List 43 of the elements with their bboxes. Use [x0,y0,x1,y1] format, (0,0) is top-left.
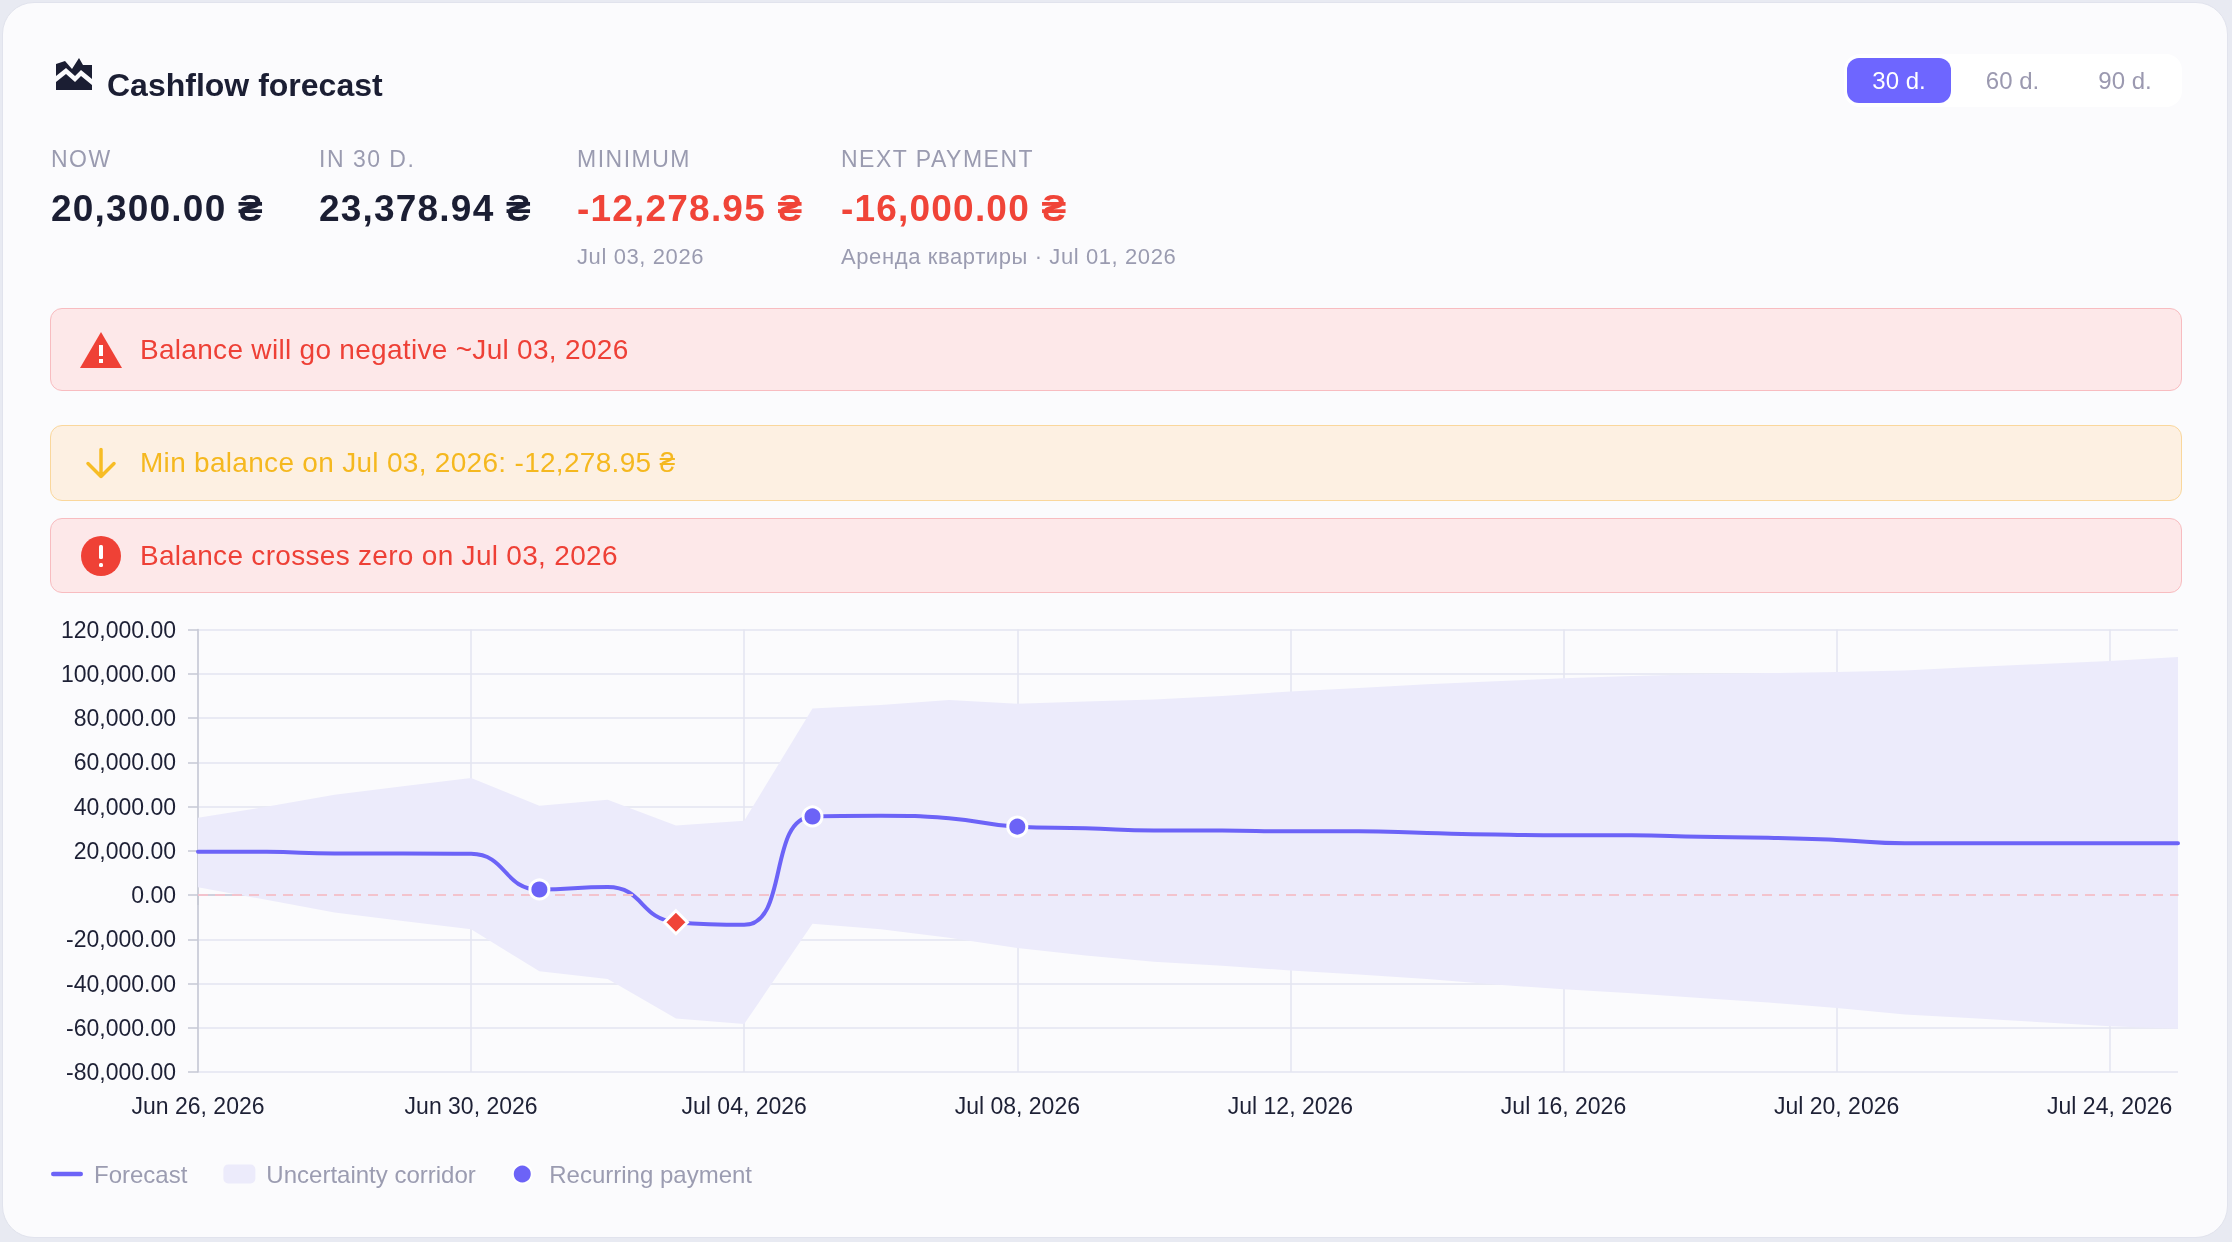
text: 20,300.00 ₴ [51,187,264,231]
point [662,909,689,936]
legend-label: Forecast [94,1160,188,1188]
x-tick-label: Jul 08, 2026 [954,1092,1080,1119]
point [801,805,824,828]
legend-label: Uncertainty corridor [266,1160,476,1188]
y-tick-label: -80,000.00 [66,1059,176,1085]
x-tick-label: Jun 26, 2026 [131,1092,265,1119]
y-tick-label: 40,000.00 [73,793,176,820]
legend-label: Recurring payment [549,1160,753,1188]
text: -16,000.00 ₴ [841,187,1068,231]
y-tick-label: 0.00 [131,882,176,908]
alert-banner: Min balance on Jul 03, 2026: -12,278.95 ₴ [50,425,2182,501]
y-tick-label: 80,000.00 [73,705,176,731]
tab-button: 30 d. [1847,58,1951,103]
text: -12,278.95 ₴ [577,187,804,231]
chart-title: Cashflow forecast [107,66,383,105]
tab-label: 90 d. [2098,66,2152,95]
text: Аренда квартиры · Jul 01, 2026 [841,243,1177,271]
y-tick-label: -40,000.00 [66,970,176,997]
text: MINIMUM [577,145,691,173]
point [1006,815,1029,838]
text: NEXT PAYMENT [841,145,1035,173]
x-tick-label: Jun 30, 2026 [404,1092,538,1119]
y-tick-label: -60,000.00 [66,1014,176,1041]
x-tick-label: Jul 12, 2026 [1227,1092,1354,1119]
text: IN 30 D. [319,145,416,173]
x-tick-label: Jul 20, 2026 [1773,1092,1900,1119]
y-tick-label: -20,000.00 [66,926,176,953]
y-tick-label: 120,000.00 [60,616,176,643]
y-tick-label: 60,000.00 [73,749,176,776]
text: Jul 03, 2026 [577,243,705,271]
alert-banner: Balance crosses zero on Jul 03, 2026 [50,518,2182,593]
point [528,878,551,901]
text: NOW [51,145,112,173]
y-tick-label: 100,000.00 [60,660,176,687]
y-tick-label: 20,000.00 [73,837,176,864]
x-tick-label: Jul 16, 2026 [1500,1092,1627,1119]
tab-label: 60 d. [1985,66,2040,95]
text: 23,378.94 ₴ [319,187,532,231]
alert-banner: Balance will go negative ~Jul 03, 2026 [50,308,2182,391]
x-tick-label: Jul 04, 2026 [681,1092,807,1119]
x-tick-label: Jul 24, 2026 [2047,1092,2173,1119]
